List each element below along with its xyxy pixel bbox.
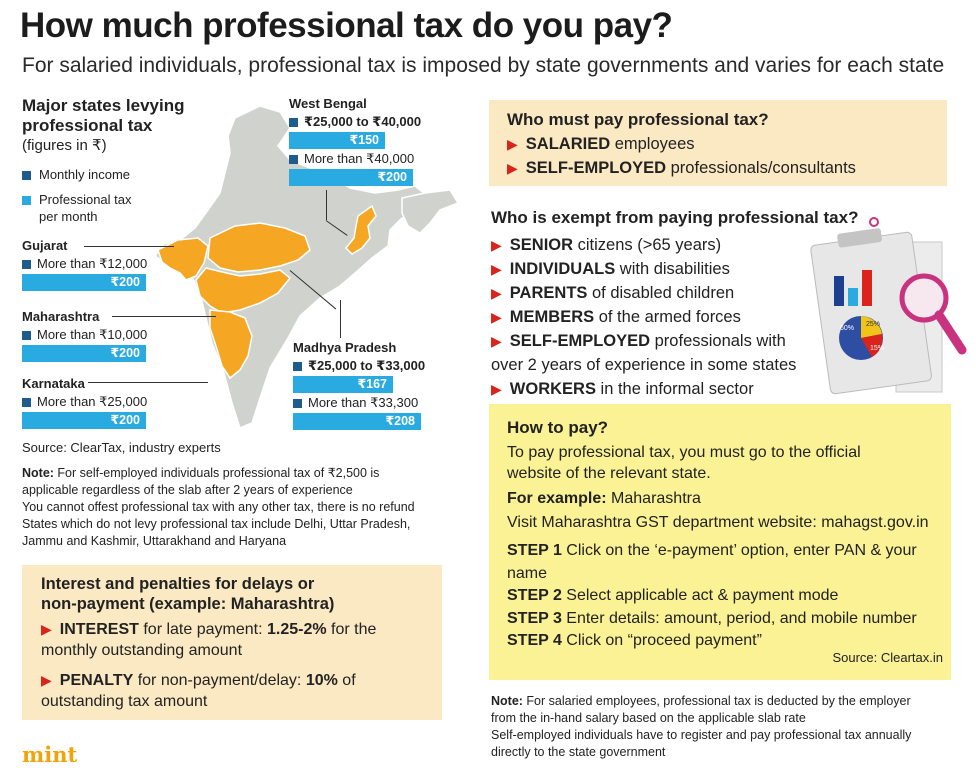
- penalty-item: ▶ PENALTY for non-payment/delay: 10% of o…: [41, 672, 356, 710]
- state-west-bengal: West Bengal ₹25,000 to ₹40,000 ₹150 More…: [289, 96, 422, 186]
- clipboard-clip: [837, 228, 882, 248]
- bottom-note: Note: For salaried employees, profession…: [491, 694, 912, 759]
- figures-note: (figures in ₹): [22, 137, 107, 154]
- bar-icon: [834, 276, 844, 306]
- connector-line: [88, 382, 208, 383]
- list-item: ▶ SELF-EMPLOYED professionals with: [491, 332, 786, 350]
- tax-bar: ₹208: [293, 413, 421, 430]
- tax-bar: ₹200: [22, 345, 146, 362]
- legend-swatch: [22, 196, 31, 206]
- step-item: STEP 4 Click on “proceed payment”: [507, 632, 762, 649]
- svg-text:15%: 15%: [870, 345, 884, 352]
- maharashtra-region: [195, 267, 292, 314]
- list-item: ▶ PARENTS of disabled children: [491, 284, 735, 302]
- state-karnataka: Karnataka More than ₹25,000 ₹200: [22, 376, 148, 429]
- bar-icon: [862, 270, 872, 306]
- triangle-bullet-icon: ▶: [491, 285, 502, 301]
- penalties-heading: Interest and penalties for delays or non…: [41, 575, 335, 613]
- how-to-pay-source: Source: Cleartax.in: [832, 650, 943, 665]
- interest-item: ▶ INTEREST for late payment: 1.25-2% for …: [41, 621, 377, 659]
- clipboard-illustration: 60% 25% 15%: [810, 217, 967, 395]
- connector-line: [112, 316, 216, 317]
- who-pays-heading: Who must pay professional tax?: [507, 110, 769, 129]
- legend-tax: Professional tax: [22, 191, 132, 208]
- list-item: ▶ MEMBERS of the armed forces: [491, 308, 741, 326]
- madhya-pradesh-region: [207, 222, 311, 273]
- step-item: STEP 2 Select applicable act & payment m…: [507, 587, 839, 604]
- tax-bar: ₹200: [22, 274, 146, 291]
- india-map: [153, 105, 460, 430]
- triangle-bullet-icon: ▶: [507, 136, 518, 152]
- connector-line: [84, 246, 174, 247]
- list-item: ▶ SELF-EMPLOYED professionals/consultants: [507, 159, 856, 177]
- triangle-bullet-icon: ▶: [41, 621, 52, 637]
- exempt-heading: Who is exempt from paying professional t…: [491, 208, 859, 227]
- list-item-continuation: over 2 years of experience in some state…: [491, 356, 797, 374]
- state-madhya-pradesh: Madhya Pradesh ₹25,000 to ₹33,000 ₹167 M…: [293, 340, 426, 430]
- step-item-continuation: name: [507, 564, 548, 582]
- page-subtitle: For salaried individuals, professional t…: [22, 54, 945, 77]
- state-maharashtra: Maharashtra More than ₹10,000 ₹200: [22, 309, 148, 362]
- connector-line: [340, 300, 341, 338]
- legend: Monthly income Professional tax per mont…: [22, 166, 132, 225]
- how-to-pay-box: How to pay? To pay professional tax, you…: [489, 404, 951, 680]
- west-bengal-region: [344, 204, 377, 255]
- list-item: ▶ SENIOR citizens (>65 years): [491, 236, 722, 254]
- legend-swatch: [22, 171, 31, 181]
- map-heading: Major states levying professional tax: [22, 96, 185, 135]
- tax-bar: ₹200: [22, 412, 146, 429]
- svg-text:25%: 25%: [866, 321, 880, 328]
- how-to-pay-heading: How to pay?: [507, 418, 609, 437]
- bar-icon: [848, 288, 858, 306]
- gujarat-region: [157, 237, 209, 281]
- tax-bar: ₹150: [289, 132, 385, 149]
- svg-text:60%: 60%: [840, 325, 854, 332]
- how-to-pay-example: For example: Maharashtra Visit Maharasht…: [507, 490, 929, 531]
- tax-bar: ₹167: [293, 376, 393, 393]
- list-item: ▶ WORKERS in the informal sector: [491, 380, 754, 398]
- triangle-bullet-icon: ▶: [507, 160, 518, 176]
- northeast-outline: [401, 189, 460, 234]
- triangle-bullet-icon: ▶: [491, 237, 502, 253]
- who-pays-box: Who must pay professional tax? ▶ SALARIED…: [489, 100, 947, 186]
- list-item: ▶ SALARIED employees: [507, 135, 695, 153]
- triangle-bullet-icon: ▶: [41, 672, 52, 688]
- map-source: Source: ClearTax, industry experts: [22, 440, 221, 455]
- triangle-bullet-icon: ▶: [491, 333, 502, 349]
- map-notes: Note: For self-employed individuals prof…: [22, 466, 415, 548]
- step-item: STEP 1 Click on the ‘e-payment’ option, …: [507, 542, 917, 559]
- penalties-box: Interest and penalties for delays or non…: [22, 565, 442, 720]
- karnataka-region: [209, 309, 253, 380]
- page-title: How much professional tax do you pay?: [20, 6, 673, 45]
- triangle-bullet-icon: ▶: [491, 261, 502, 277]
- exempt-list: ▶ SENIOR citizens (>65 years) ▶ INDIVIDUAL…: [491, 233, 796, 401]
- state-gujarat: Gujarat More than ₹12,000 ₹200: [22, 238, 148, 291]
- connector-line: [326, 190, 327, 220]
- mint-logo: mint: [22, 742, 78, 767]
- tax-bar: ₹200: [289, 169, 413, 186]
- legend-monthly-income: Monthly income: [22, 166, 132, 183]
- how-to-pay-steps: STEP 1 Click on the ‘e-payment’ option, …: [507, 540, 917, 653]
- step-item: STEP 3 Enter details: amount, period, an…: [507, 609, 917, 627]
- who-pays-list: ▶ SALARIED employees ▶ SELF-EMPLOYED profe…: [507, 132, 856, 180]
- list-item: ▶ INDIVIDUALS with disabilities: [491, 260, 730, 278]
- triangle-bullet-icon: ▶: [491, 309, 502, 325]
- lightbulb-icon: [869, 217, 879, 227]
- triangle-bullet-icon: ▶: [491, 381, 502, 397]
- magnifier-icon: [899, 273, 949, 323]
- how-to-pay-intro: To pay professional tax, you must go to …: [507, 444, 861, 482]
